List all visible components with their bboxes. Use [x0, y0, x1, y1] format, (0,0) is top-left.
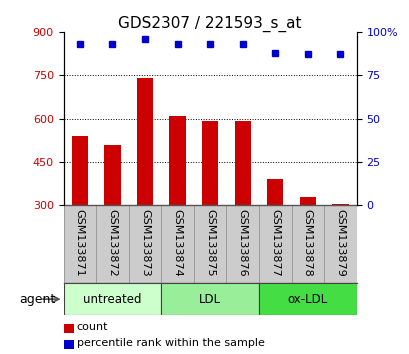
Text: count: count [76, 322, 108, 332]
Bar [258, 283, 356, 315]
Text: GSM133875: GSM133875 [204, 209, 215, 277]
Bar [72, 136, 88, 205]
Bar [234, 121, 250, 205]
Text: GSM133879: GSM133879 [335, 209, 344, 277]
Text: GSM133876: GSM133876 [237, 209, 247, 277]
Text: GSM133878: GSM133878 [302, 209, 312, 277]
Text: GSM133877: GSM133877 [270, 209, 280, 277]
Text: percentile rank within the sample: percentile rank within the sample [76, 338, 264, 348]
Title: GDS2307 / 221593_s_at: GDS2307 / 221593_s_at [118, 16, 301, 32]
Bar [267, 179, 283, 205]
Text: GSM133874: GSM133874 [172, 209, 182, 277]
Bar [331, 204, 348, 205]
Text: GSM133873: GSM133873 [139, 209, 150, 277]
Text: LDL: LDL [199, 293, 220, 306]
Bar [202, 121, 218, 205]
Bar [63, 283, 161, 315]
Text: ox-LDL: ox-LDL [287, 293, 327, 306]
Text: GSM133871: GSM133871 [75, 209, 85, 277]
Text: GSM133872: GSM133872 [107, 209, 117, 277]
Bar [299, 197, 315, 205]
Text: agent: agent [19, 293, 55, 306]
Bar [137, 78, 153, 205]
Bar [169, 116, 185, 205]
Bar [104, 144, 120, 205]
Text: untreated: untreated [83, 293, 142, 306]
Bar [161, 283, 258, 315]
